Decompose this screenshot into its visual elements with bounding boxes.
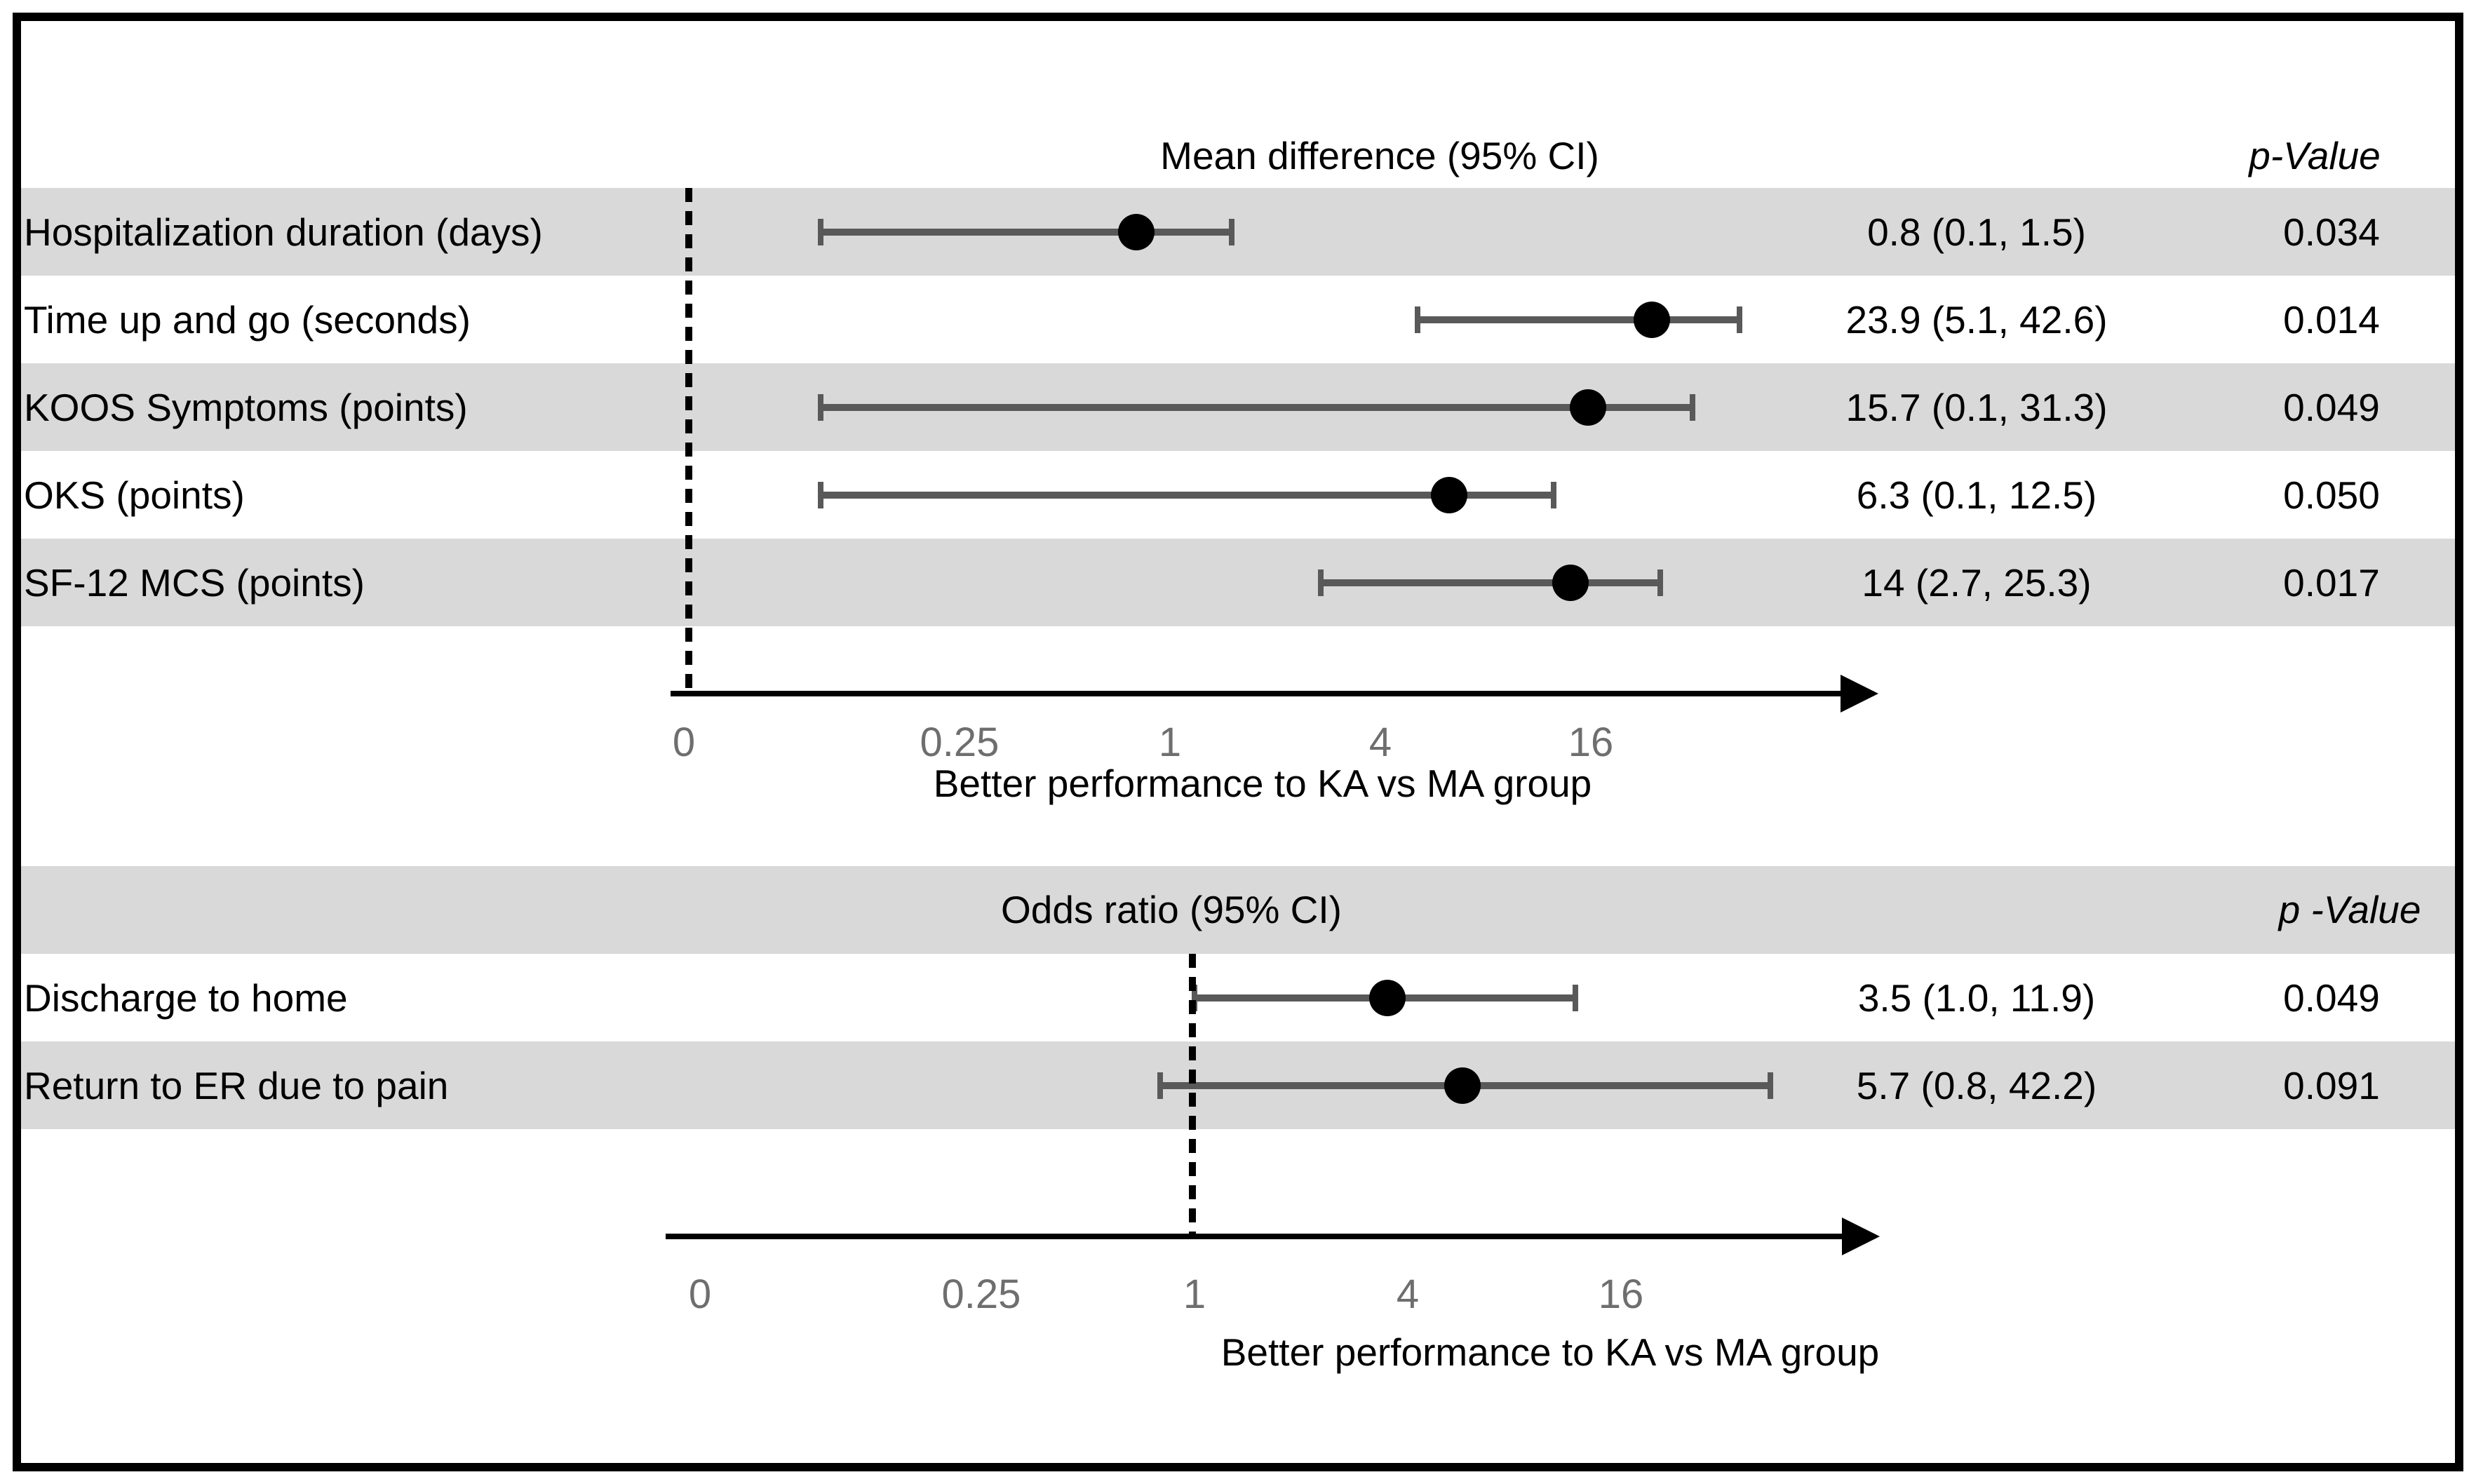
row-label: SF-12 MCS (points) [24,560,365,605]
row-label: KOOS Symptoms (points) [24,385,468,429]
ci-cap-right [1228,218,1234,245]
point-marker [1569,389,1606,426]
null-line [1189,954,1196,1234]
ci-errorbar [817,389,1696,426]
x-axis-tick: 1 [1158,720,1182,765]
point-marker [1368,979,1406,1016]
panel-title-odds-ratio: Odds ratio (95% CI) [1000,888,1343,931]
ci-line [820,228,1232,236]
ci-cap-left [1414,306,1420,333]
ci-cap-right [1573,984,1579,1011]
point-marker [1552,564,1589,601]
ci-cap-left [817,218,823,245]
ci-cap-right [1736,306,1742,333]
ci-value: 3.5 (1.0, 11.9) [1857,976,2096,1020]
table-row: Return to ER due to pain 5.7 (0.8, 42.2) 0… [21,1041,2455,1129]
null-line [685,188,692,691]
ci-errorbar [817,476,1556,513]
p-value: 0.049 [2283,976,2380,1020]
odds-ratio-header-band: Odds ratio (95% CI) p -Value [21,866,2455,954]
ci-errorbar [817,213,1234,250]
panel-title-mean-difference: Mean difference (95% CI) [1160,134,1599,177]
table-row: Time up and go (seconds) 23.9 (5.1, 42.6)… [21,276,2455,363]
x-axis-tick: 16 [1598,1271,1644,1317]
row-label: Discharge to home [24,976,348,1020]
ci-cap-right [1657,569,1664,596]
table-row: OKS (points) 6.3 (0.1, 12.5) 0.050 [21,451,2455,539]
ci-cap-left [817,393,823,421]
ci-cap-right [1767,1072,1773,1099]
x-axis-tick: 4 [1368,720,1392,765]
ci-cap-left [817,481,823,508]
x-axis-tick: 1 [1183,1271,1206,1317]
ci-errorbar [1317,564,1664,601]
x-axis-tick: 0.25 [920,720,1000,765]
point-marker [1117,213,1155,250]
p-value: 0.091 [2283,1063,2380,1107]
point-marker [1444,1067,1481,1104]
x-axis-tick: 0 [672,720,696,765]
row-label: Time up and go (seconds) [24,297,471,342]
ci-cap-left [1317,569,1324,596]
row-label: Return to ER due to pain [24,1063,449,1107]
p-value-header-bottom: p -Value [2278,888,2421,931]
p-value: 0.014 [2283,297,2380,342]
ci-line [1320,579,1661,586]
ci-errorbar [1157,1067,1773,1104]
p-value: 0.034 [2283,210,2380,254]
ci-cap-right [1550,481,1556,508]
ci-cap-right [1690,393,1696,421]
ci-value: 15.7 (0.1, 31.3) [1845,385,2108,429]
ci-cap-left [1157,1072,1164,1099]
p-value: 0.050 [2283,473,2380,517]
table-row: Discharge to home 3.5 (1.0, 11.9) 0.049 [21,954,2455,1041]
table-row: KOOS Symptoms (points) 15.7 (0.1, 31.3) 0.… [21,363,2455,451]
point-marker [1633,301,1670,338]
x-axis-line [666,1234,1842,1239]
x-axis-line [671,691,1841,696]
ci-errorbar [1192,979,1579,1016]
ci-value: 23.9 (5.1, 42.6) [1845,297,2108,342]
x-axis-label: Better performance to KA vs MA group [1220,1330,1880,1374]
figure-frame [13,13,2463,1471]
ci-line [820,403,1693,411]
ci-line [820,491,1554,499]
ci-value: 14 (2.7, 25.3) [1862,560,2092,605]
ci-line [1417,316,1740,323]
x-axis-tick: 0 [688,1271,712,1317]
point-marker [1431,476,1468,513]
table-row: SF-12 MCS (points) 14 (2.7, 25.3) 0.017 [21,539,2455,626]
x-axis-arrowhead [1841,675,1878,713]
x-axis-tick: 4 [1396,1271,1420,1317]
p-value: 0.017 [2283,560,2380,605]
x-axis-tick: 16 [1568,720,1614,765]
p-value: 0.049 [2283,385,2380,429]
x-axis-arrowhead [1842,1217,1880,1255]
x-axis-label: Better performance to KA vs MA group [933,762,1592,805]
p-value-header-top: p-Value [2249,134,2381,177]
row-label: Hospitalization duration (days) [24,210,543,254]
ci-value: 0.8 (0.1, 1.5) [1867,210,2086,254]
row-label: OKS (points) [24,473,245,517]
ci-value: 5.7 (0.8, 42.2) [1856,1063,2097,1107]
x-axis-tick: 0.25 [941,1271,1021,1317]
table-row: Hospitalization duration (days) 0.8 (0.1,… [21,188,2455,276]
ci-value: 6.3 (0.1, 12.5) [1856,473,2097,517]
ci-errorbar [1414,301,1742,338]
